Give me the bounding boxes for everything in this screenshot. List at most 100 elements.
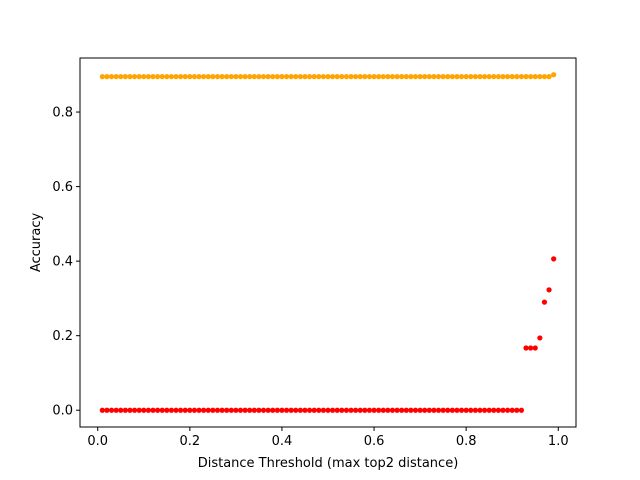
data-point — [113, 407, 119, 413]
data-point — [302, 74, 308, 80]
data-point — [343, 407, 350, 413]
data-point — [108, 74, 115, 80]
data-point — [306, 407, 313, 413]
data-point — [182, 74, 188, 80]
data-point — [343, 74, 350, 80]
data-point — [532, 74, 538, 80]
data-point — [362, 74, 368, 80]
data-point — [334, 74, 340, 80]
data-point — [468, 74, 474, 80]
data-point — [422, 74, 428, 80]
data-point — [256, 74, 262, 80]
data-point — [468, 407, 474, 413]
data-point — [330, 407, 336, 413]
y-tick-label: 0.2 — [52, 329, 73, 344]
data-point — [251, 407, 257, 413]
data-point — [435, 74, 442, 80]
data-point — [219, 74, 225, 80]
data-point — [440, 407, 446, 413]
data-point — [362, 407, 368, 413]
data-point — [376, 407, 382, 413]
data-point — [104, 74, 110, 80]
data-point — [256, 407, 262, 413]
y-tick-label: 0.8 — [52, 106, 73, 121]
data-point — [417, 407, 423, 413]
data-point — [380, 407, 386, 413]
data-point — [320, 74, 326, 80]
x-tick-label: 0.6 — [364, 434, 385, 449]
data-point — [477, 407, 483, 413]
data-point — [408, 74, 414, 80]
data-point — [454, 407, 460, 413]
series-1 — [99, 256, 557, 413]
data-point — [99, 407, 105, 413]
data-point — [141, 74, 147, 80]
data-point — [472, 74, 478, 80]
data-point — [551, 256, 557, 262]
data-point — [283, 407, 290, 413]
data-point — [477, 74, 483, 80]
data-point — [389, 74, 396, 80]
data-point — [505, 407, 511, 413]
data-point — [242, 74, 248, 80]
plot-frame — [79, 57, 577, 428]
data-point — [371, 74, 377, 80]
data-point — [389, 407, 396, 413]
data-point — [196, 407, 202, 413]
data-point — [131, 407, 138, 413]
data-point — [514, 74, 520, 80]
data-point — [288, 407, 294, 413]
data-point — [210, 74, 216, 80]
data-point — [348, 407, 354, 413]
data-point — [237, 407, 244, 413]
data-point — [265, 74, 271, 80]
data-point — [495, 74, 501, 80]
data-point — [500, 74, 506, 80]
data-point — [265, 407, 271, 413]
data-point — [376, 74, 382, 80]
data-point — [155, 74, 161, 80]
data-point — [509, 407, 515, 413]
data-point — [168, 74, 175, 80]
data-point — [463, 74, 469, 80]
data-point — [458, 74, 465, 80]
data-point — [191, 407, 198, 413]
data-point — [357, 74, 363, 80]
data-point — [523, 74, 529, 80]
data-point — [348, 74, 354, 80]
data-point — [440, 74, 446, 80]
data-point — [399, 407, 405, 413]
data-point — [463, 407, 469, 413]
data-point — [486, 74, 492, 80]
data-point — [219, 407, 225, 413]
data-point — [173, 407, 179, 413]
x-tick-label: 0.4 — [272, 434, 293, 449]
data-point — [371, 407, 377, 413]
data-point — [385, 407, 391, 413]
data-point — [118, 74, 124, 80]
data-point — [394, 407, 400, 413]
data-point — [173, 74, 179, 80]
data-point — [122, 74, 128, 80]
data-point — [514, 407, 520, 413]
data-point — [330, 74, 336, 80]
data-point — [260, 74, 267, 80]
data-point — [491, 407, 497, 413]
y-tick-label: 0.6 — [52, 180, 73, 195]
data-point — [224, 74, 230, 80]
data-point — [145, 407, 151, 413]
data-point — [251, 74, 257, 80]
data-point — [155, 407, 161, 413]
data-point — [178, 74, 184, 80]
data-point — [159, 74, 165, 80]
data-point — [353, 74, 359, 80]
data-point — [297, 74, 303, 80]
data-point — [311, 407, 317, 413]
data-point — [247, 74, 253, 80]
data-point — [454, 74, 460, 80]
data-point — [270, 407, 276, 413]
data-point — [214, 407, 221, 413]
data-point — [486, 407, 492, 413]
data-point — [426, 407, 432, 413]
